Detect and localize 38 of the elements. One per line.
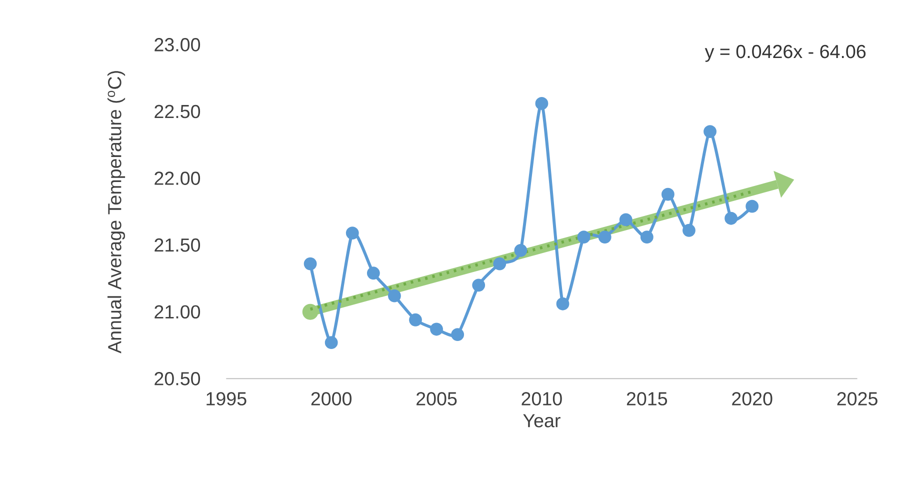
- point: [746, 200, 759, 213]
- point: [388, 289, 401, 302]
- point: [472, 278, 486, 292]
- point: [704, 125, 716, 138]
- point: [598, 230, 612, 244]
- x-tick-label: 2010: [522, 392, 562, 406]
- x-axis-title: Year: [523, 414, 560, 428]
- point: [640, 230, 654, 244]
- annotation: y = 0.0426x - 64.06: [704, 44, 866, 62]
- y-axis-title: Annual Average Temperature ($^{o}$C): [108, 71, 126, 354]
- y-tick-label: 21.00: [154, 305, 200, 319]
- y-tick-label: 20.50: [154, 372, 200, 386]
- point: [682, 224, 696, 237]
- point: [451, 328, 464, 342]
- x-tick-label: 2005: [416, 392, 457, 406]
- point: [514, 244, 528, 257]
- point: [661, 188, 674, 201]
- point: [535, 97, 548, 110]
- y-tick-label: 22.00: [154, 172, 200, 185]
- point: [556, 297, 570, 310]
- point: [493, 257, 506, 270]
- x-tick-label: 2015: [626, 392, 668, 406]
- x-tick-label: 2020: [732, 392, 772, 406]
- x-tick-label: 2000: [311, 392, 352, 406]
- x-tick-label: 2025: [837, 392, 878, 406]
- point: [304, 257, 317, 270]
- point: [619, 213, 632, 226]
- y-tick-label: 23.00: [154, 38, 200, 52]
- point: [324, 336, 338, 350]
- point: [577, 230, 590, 244]
- point: [409, 313, 422, 326]
- y-tick-label: 22.50: [154, 104, 200, 118]
- point: [366, 266, 380, 280]
- point: [346, 226, 359, 240]
- x-tick-label: 1995: [206, 392, 246, 406]
- y-tick-label: 21.50: [154, 238, 200, 252]
- point: [724, 212, 738, 225]
- point: [430, 322, 443, 336]
